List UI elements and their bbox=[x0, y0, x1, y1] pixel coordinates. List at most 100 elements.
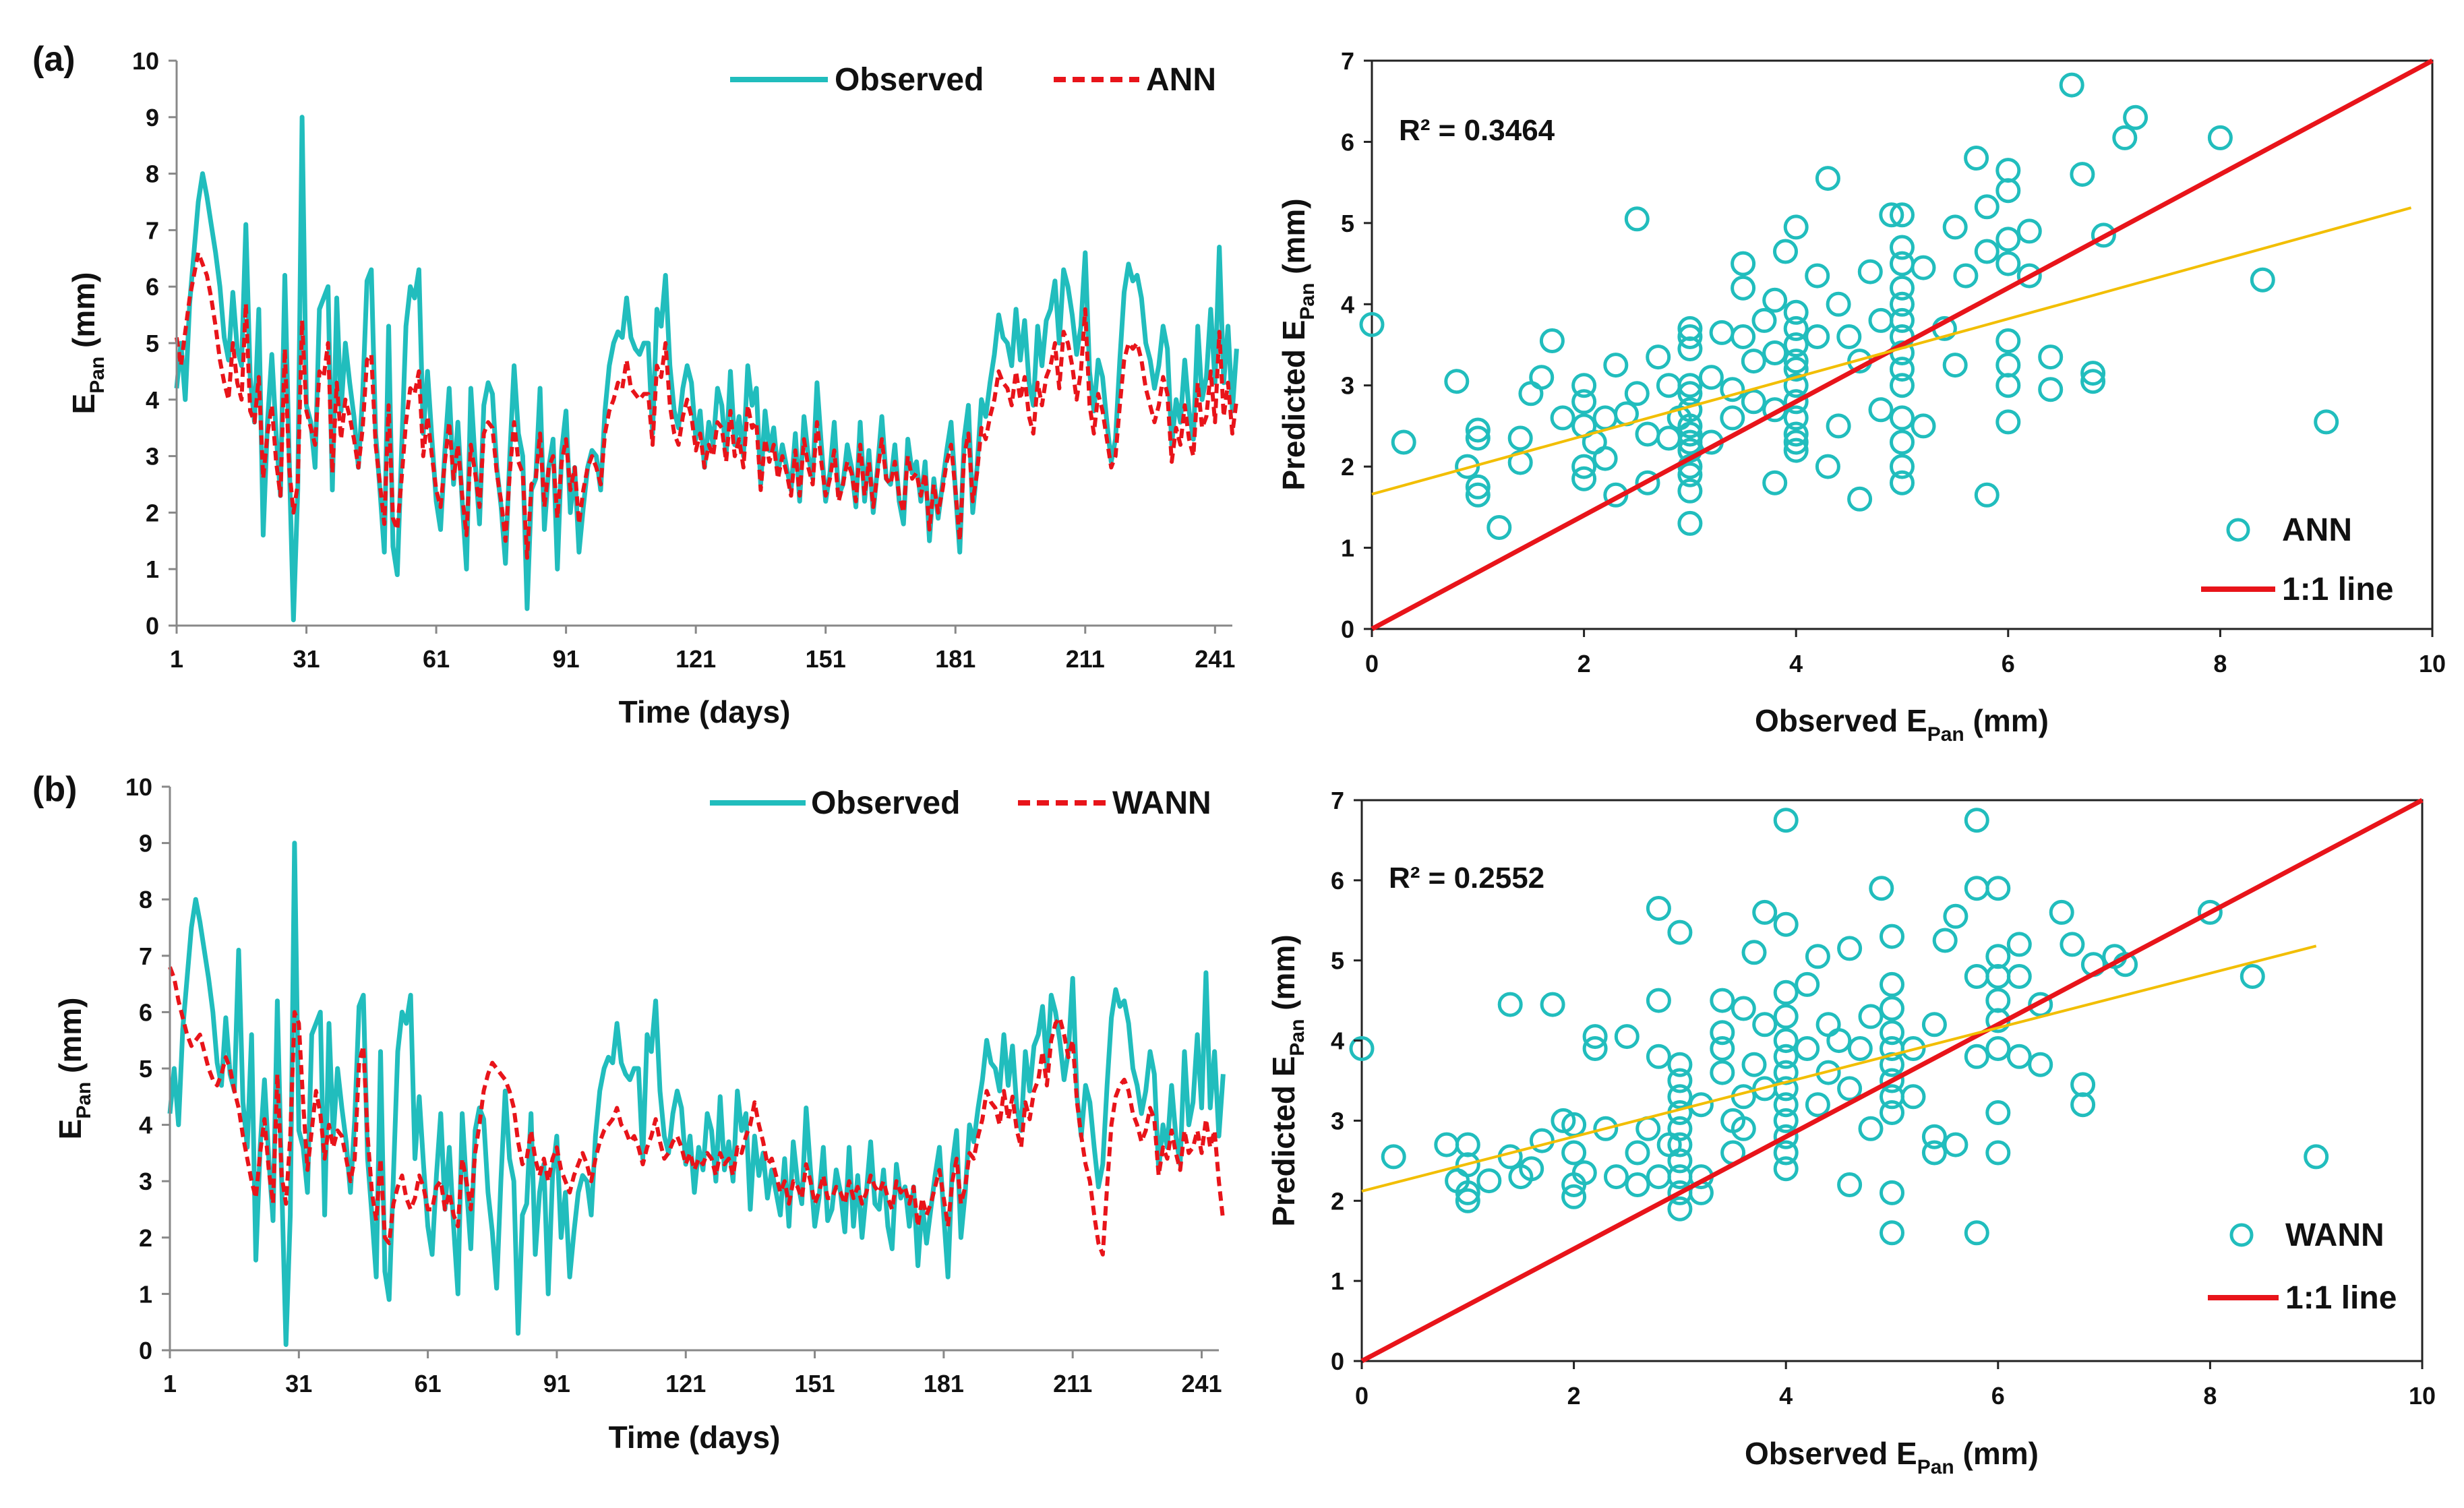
scatter-point bbox=[1561, 1184, 1587, 1209]
scatter-point bbox=[1880, 1220, 1904, 1246]
scatter-point bbox=[1455, 1188, 1480, 1213]
scatter-point bbox=[1752, 1012, 1778, 1037]
x-tick-label: 91 bbox=[543, 1370, 570, 1397]
y-tick-label: 5 bbox=[1341, 210, 1354, 237]
scatter-point bbox=[1656, 425, 1681, 451]
scatter-point bbox=[1890, 275, 1915, 301]
y-axis-label: EPan (mm) bbox=[53, 998, 95, 1140]
scatter-point bbox=[1783, 357, 1809, 382]
scatter-point bbox=[1964, 808, 1989, 833]
scatter-point bbox=[1805, 324, 1830, 349]
y-tick-label: 7 bbox=[139, 942, 152, 970]
scatter-point bbox=[1943, 903, 1969, 929]
scatter-point bbox=[1783, 315, 1809, 341]
chart-a-sc-plot-area bbox=[1359, 58, 2434, 632]
y-axis-label-unit: (mm) bbox=[53, 998, 88, 1082]
scatter-point bbox=[1731, 1116, 1756, 1141]
scatter-point bbox=[2112, 125, 2138, 150]
scatter-point bbox=[1921, 1124, 1947, 1149]
x-axis-label-sub: Pan bbox=[1917, 1456, 1954, 1478]
scatter-point bbox=[1773, 1028, 1799, 1054]
scatter-point bbox=[1625, 1172, 1650, 1197]
scatter-point bbox=[1783, 405, 1809, 431]
scatter-point bbox=[1582, 1036, 1608, 1061]
scatter-point bbox=[1783, 373, 1809, 398]
scatter-point bbox=[1964, 1220, 1989, 1246]
scatter-point bbox=[1582, 1024, 1608, 1050]
y-axis-label: EPan (mm) bbox=[66, 272, 109, 415]
scatter-point bbox=[1571, 373, 1597, 398]
y-axis-label-unit: (mm) bbox=[1276, 198, 1311, 282]
scatter-point bbox=[1964, 146, 1989, 171]
scatter-point bbox=[1710, 1036, 1735, 1061]
scatter-point bbox=[1688, 1092, 1714, 1118]
scatter-point bbox=[1995, 227, 2021, 252]
scatter-point bbox=[1762, 470, 1788, 495]
scatter-point bbox=[1720, 377, 1745, 402]
scatter-point bbox=[1710, 1020, 1735, 1046]
scatter-point bbox=[1868, 307, 1894, 333]
y-tick-label: 2 bbox=[146, 499, 159, 526]
scatter-point bbox=[1677, 381, 1703, 406]
x-tick-label: 151 bbox=[806, 645, 846, 673]
legend-observed-label: Observed bbox=[811, 785, 960, 821]
scatter-point bbox=[1731, 996, 1756, 1021]
panel-label-b: (b) bbox=[32, 770, 77, 809]
scatter-point bbox=[1974, 194, 2000, 220]
x-tick-label: 1 bbox=[163, 1370, 177, 1397]
scatter-point bbox=[1837, 1172, 1863, 1197]
scatter-point bbox=[1985, 988, 2011, 1013]
y-tick-label: 5 bbox=[1331, 947, 1344, 975]
scatter-point bbox=[1837, 1076, 1863, 1102]
scatter-point bbox=[1592, 446, 1618, 471]
scatter-point bbox=[1815, 166, 1840, 191]
x-axis-label-main: Observed E bbox=[1755, 703, 1927, 738]
scatter-point bbox=[1604, 1164, 1629, 1190]
scatter-point bbox=[1677, 421, 1703, 447]
scatter-point bbox=[1783, 332, 1809, 357]
scatter-point bbox=[2314, 409, 2339, 435]
scatter-point bbox=[1624, 381, 1650, 406]
scatter-point bbox=[1773, 239, 1798, 264]
scatter-point bbox=[1507, 425, 1533, 451]
scatter-point bbox=[1677, 478, 1703, 504]
scatter-point bbox=[1751, 307, 1777, 333]
y-tick-label: 7 bbox=[146, 216, 159, 244]
x-tick-label: 1 bbox=[170, 645, 183, 673]
scatter-point bbox=[1677, 336, 1703, 361]
scatter-point bbox=[1731, 275, 1756, 301]
scatter-point bbox=[1773, 1044, 1799, 1069]
scatter-point bbox=[1381, 1144, 1406, 1170]
scatter-point bbox=[1614, 1024, 1640, 1050]
legend-model-label: WANN bbox=[1112, 785, 1211, 821]
scatter-point bbox=[1869, 876, 1894, 901]
y-axis-label-unit: (mm) bbox=[1266, 934, 1301, 1019]
scatter-point bbox=[1561, 1140, 1587, 1166]
scatter-point bbox=[1995, 158, 2021, 183]
scatter-point bbox=[1773, 1092, 1799, 1118]
svg-text:Predicted EPan (mm): Predicted EPan (mm) bbox=[1266, 934, 1309, 1226]
r-squared-label: R² = 0.3464 bbox=[1399, 114, 1555, 147]
scatter-point bbox=[1571, 389, 1597, 415]
scatter-point bbox=[1773, 1076, 1799, 1102]
x-tick-label: 6 bbox=[2002, 650, 2015, 677]
legend-oneone-label: 1:1 line bbox=[2282, 572, 2393, 607]
scatter-point bbox=[1911, 413, 1936, 439]
series-observed-line bbox=[167, 841, 1226, 1348]
scatter-point bbox=[1773, 1108, 1799, 1133]
x-tick-label: 181 bbox=[935, 645, 975, 673]
x-tick-label: 61 bbox=[423, 645, 450, 673]
scatter-point bbox=[1964, 1044, 1989, 1069]
x-tick-label: 8 bbox=[2213, 650, 2227, 677]
scatter-point bbox=[1995, 328, 2021, 353]
scatter-point bbox=[1890, 470, 1915, 495]
y-tick-label: 4 bbox=[1341, 291, 1354, 318]
y-axis-label-main: E bbox=[53, 1119, 88, 1140]
scatter-point bbox=[1773, 1140, 1799, 1166]
scatter-point bbox=[1964, 964, 1989, 989]
x-tick-label: 6 bbox=[1991, 1382, 2005, 1410]
scatter-point bbox=[1465, 474, 1491, 500]
scatter-point bbox=[1529, 365, 1555, 390]
